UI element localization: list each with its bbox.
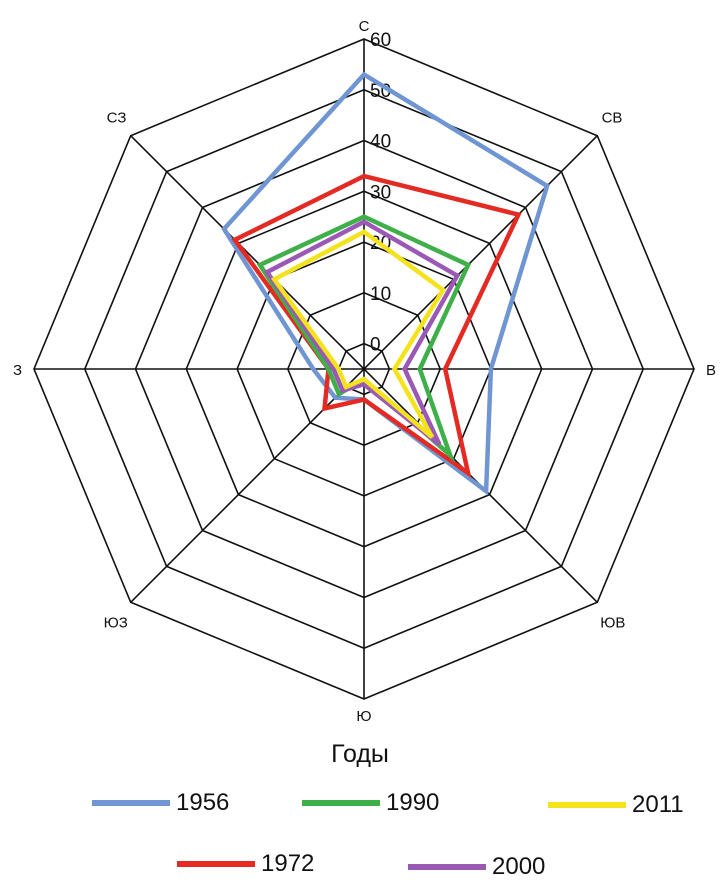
legend-label: 1972 bbox=[261, 850, 315, 877]
tick-label-30: 30 bbox=[370, 182, 391, 203]
legend-label: 1990 bbox=[386, 789, 440, 816]
tick-label-60: 60 bbox=[370, 30, 391, 51]
series-line-2000 bbox=[263, 219, 461, 447]
legend-swatch bbox=[408, 864, 486, 870]
direction-label-1: СВ bbox=[602, 109, 623, 126]
legend-item-1956: 1956 bbox=[92, 788, 229, 818]
tick-label-10: 10 bbox=[370, 284, 391, 305]
legend-label: 2011 bbox=[632, 791, 684, 818]
direction-label-5: ЮЗ bbox=[104, 615, 128, 632]
legend-label: 1956 bbox=[176, 789, 230, 816]
legend-swatch bbox=[92, 800, 170, 806]
legend-swatch bbox=[302, 800, 380, 806]
legend-item-2000: 2000 bbox=[408, 852, 545, 882]
direction-label-6: З bbox=[13, 362, 22, 379]
direction-label-0: С bbox=[359, 18, 370, 35]
legend-item-1972: 1972 bbox=[177, 849, 314, 879]
series-line-2011 bbox=[270, 229, 447, 439]
series-line-1972 bbox=[231, 173, 522, 479]
tick-label-40: 40 bbox=[370, 132, 391, 153]
direction-label-2: В bbox=[706, 362, 716, 379]
legend-label: 2000 bbox=[492, 853, 546, 880]
series-layer bbox=[221, 71, 550, 496]
direction-label-4: Ю bbox=[356, 708, 371, 725]
direction-labels: С СВ В ЮВ Ю ЮЗ З СЗ bbox=[13, 18, 716, 725]
legend-swatch bbox=[548, 802, 626, 808]
legend-swatch bbox=[177, 861, 255, 867]
radar-grid bbox=[33, 38, 695, 700]
legend-item-2011: 2011 bbox=[548, 790, 684, 820]
legend-title: Годы bbox=[331, 740, 389, 768]
legend-item-1990: 1990 bbox=[302, 788, 439, 818]
grid-spoke-3 bbox=[130, 135, 598, 603]
direction-label-3: ЮВ bbox=[600, 615, 625, 632]
direction-label-7: СЗ bbox=[107, 109, 127, 126]
tick-label-0: 0 bbox=[370, 335, 381, 356]
